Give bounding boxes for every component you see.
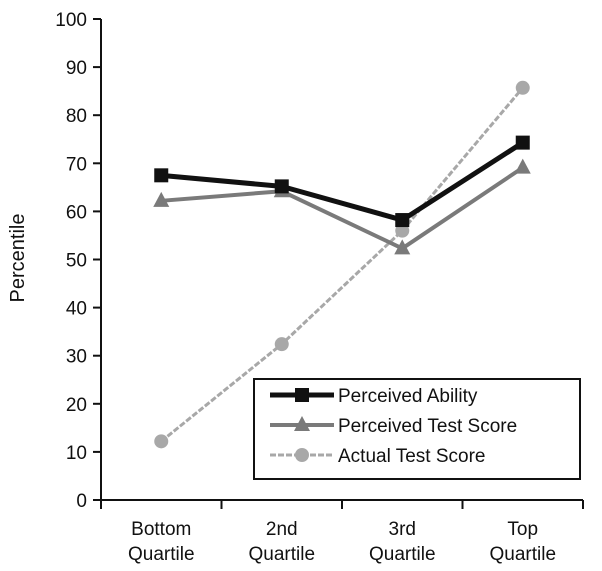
x-axis: Bottom Quartile 2nd Quartile 3rd Quartile Top Q…	[100, 499, 584, 565]
y-tick-label: 10	[66, 443, 87, 464]
series-plot-area	[153, 80, 531, 449]
x-tick-label: Top	[507, 519, 538, 540]
y-tick-label: 20	[66, 395, 87, 416]
data-point-perceived-ability	[395, 213, 410, 228]
x-tick-label: Quartile	[369, 544, 436, 565]
data-point-perceived-ability	[274, 179, 289, 194]
x-tick-label: 3rd	[389, 519, 416, 540]
legend-label-perceived-ability: Perceived Ability	[338, 386, 478, 407]
x-tick-label: Bottom	[131, 519, 191, 540]
series-line-actual-test-score	[160, 86, 524, 443]
data-point-actual-test-score	[154, 434, 169, 449]
legend-swatch-marker-perceived-test-score	[294, 416, 310, 431]
legend-label-actual-test-score: Actual Test Score	[338, 446, 486, 467]
x-tick-label: Quartile	[489, 544, 556, 565]
y-tick-label: 60	[66, 202, 87, 223]
data-point-perceived-test-score	[514, 158, 531, 174]
y-tick-label: 100	[55, 10, 87, 31]
y-axis: 0 10 20 30 40 50 60 70 80 90 100	[55, 10, 102, 512]
y-tick-label: 70	[66, 154, 87, 175]
y-tick-label: 40	[66, 299, 87, 320]
data-point-perceived-test-score	[394, 239, 411, 255]
data-point-perceived-test-score	[153, 191, 170, 207]
legend: Perceived Ability Perceived Test Score Act…	[253, 378, 581, 480]
data-point-actual-test-score	[515, 80, 530, 95]
y-axis-title: Percentile	[7, 214, 29, 303]
data-point-perceived-ability	[515, 135, 530, 150]
data-point-actual-test-score	[274, 337, 289, 352]
series-line-perceived-test-score	[161, 165, 524, 251]
y-tick-label: 0	[76, 491, 87, 512]
legend-swatch-marker-perceived-ability	[295, 388, 309, 402]
series-line-perceived-ability	[161, 140, 525, 223]
x-tick-label: Quartile	[248, 544, 315, 565]
y-tick-label: 30	[66, 347, 87, 368]
legend-label-perceived-test-score: Perceived Test Score	[338, 416, 517, 437]
y-tick-label: 50	[66, 251, 87, 272]
x-tick-label: Quartile	[128, 544, 195, 565]
legend-swatch-marker-actual-test-score	[295, 448, 309, 462]
y-tick-label: 80	[66, 106, 87, 127]
x-tick-label: 2nd	[266, 519, 298, 540]
data-point-actual-test-score	[395, 223, 410, 238]
y-tick-label: 90	[66, 58, 87, 79]
data-point-perceived-ability	[154, 168, 169, 183]
